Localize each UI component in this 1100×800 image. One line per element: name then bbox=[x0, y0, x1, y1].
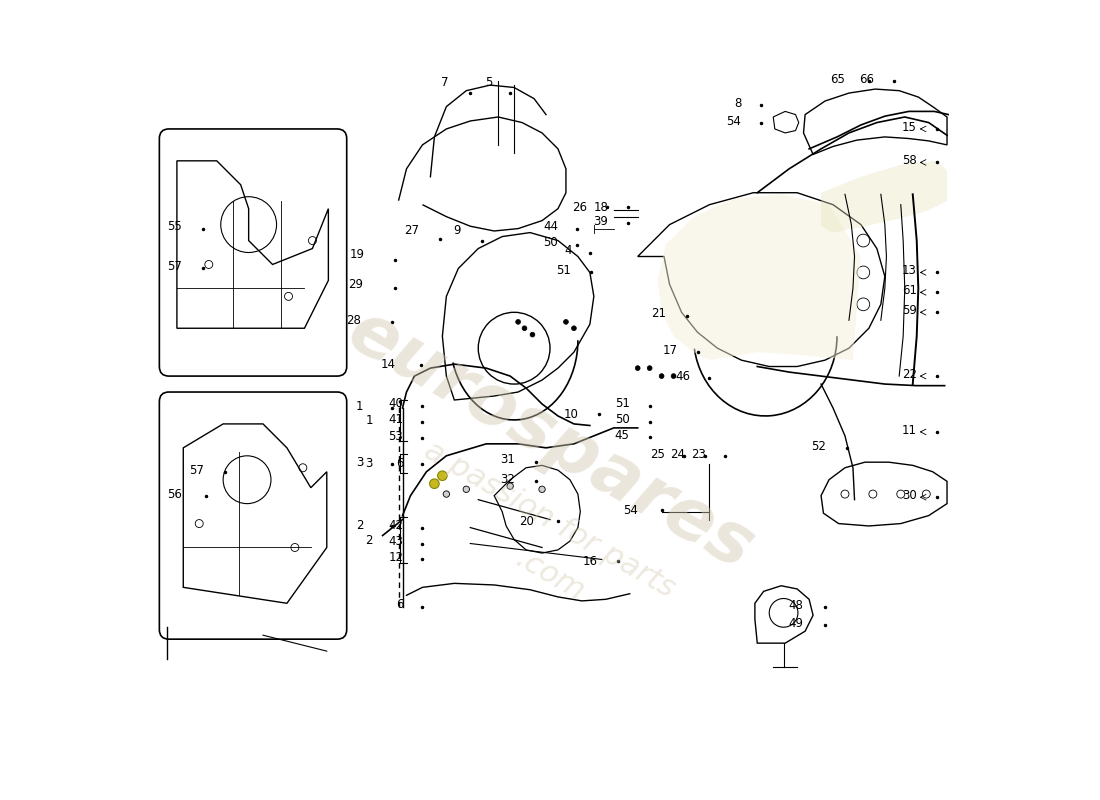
Text: 65: 65 bbox=[830, 73, 845, 86]
Circle shape bbox=[463, 486, 470, 493]
Text: 50: 50 bbox=[615, 414, 629, 426]
Text: 7: 7 bbox=[441, 76, 449, 90]
Text: eurospares: eurospares bbox=[336, 296, 764, 584]
Text: 52: 52 bbox=[811, 440, 826, 453]
Text: 29: 29 bbox=[349, 278, 363, 291]
Text: 19: 19 bbox=[350, 248, 365, 261]
Text: 51: 51 bbox=[556, 264, 571, 278]
Circle shape bbox=[563, 319, 569, 324]
Text: 46: 46 bbox=[675, 370, 691, 382]
Text: 20: 20 bbox=[519, 514, 535, 528]
Text: 50: 50 bbox=[543, 236, 558, 249]
Text: 61: 61 bbox=[902, 284, 916, 298]
Text: 41: 41 bbox=[388, 414, 404, 426]
Text: 16: 16 bbox=[583, 554, 597, 567]
Text: 23: 23 bbox=[692, 448, 706, 461]
Text: 14: 14 bbox=[381, 358, 395, 371]
Text: 6: 6 bbox=[396, 598, 404, 611]
Polygon shape bbox=[658, 194, 861, 360]
Text: 54: 54 bbox=[623, 503, 638, 517]
Text: 8: 8 bbox=[734, 97, 741, 110]
Text: 49: 49 bbox=[789, 617, 803, 630]
Text: 55: 55 bbox=[167, 220, 182, 233]
Text: 53: 53 bbox=[388, 430, 404, 443]
Circle shape bbox=[443, 491, 450, 498]
Text: 32: 32 bbox=[500, 474, 515, 486]
Text: 1: 1 bbox=[365, 414, 373, 427]
Text: 42: 42 bbox=[388, 518, 404, 532]
Circle shape bbox=[522, 326, 527, 330]
Circle shape bbox=[572, 326, 576, 330]
Text: 40: 40 bbox=[388, 398, 404, 410]
Circle shape bbox=[516, 319, 520, 324]
Text: 59: 59 bbox=[902, 304, 916, 318]
Circle shape bbox=[507, 483, 514, 490]
Polygon shape bbox=[821, 161, 947, 233]
Text: 13: 13 bbox=[902, 264, 916, 278]
Text: 45: 45 bbox=[615, 430, 629, 442]
Circle shape bbox=[659, 374, 664, 378]
Text: 44: 44 bbox=[543, 220, 558, 233]
Text: 18: 18 bbox=[593, 201, 608, 214]
Text: 56: 56 bbox=[167, 487, 182, 501]
Text: 43: 43 bbox=[388, 534, 404, 548]
Text: 27: 27 bbox=[405, 225, 419, 238]
Text: 11: 11 bbox=[902, 424, 916, 437]
Text: 5: 5 bbox=[485, 76, 493, 90]
Text: 28: 28 bbox=[346, 314, 361, 326]
Text: 48: 48 bbox=[789, 599, 803, 612]
Text: 15: 15 bbox=[902, 121, 916, 134]
Circle shape bbox=[647, 366, 652, 370]
Text: 39: 39 bbox=[593, 215, 608, 228]
Text: 2: 2 bbox=[356, 519, 363, 533]
Text: 12: 12 bbox=[388, 550, 404, 563]
Circle shape bbox=[539, 486, 546, 493]
Text: 26: 26 bbox=[572, 201, 586, 214]
Text: 21: 21 bbox=[651, 307, 667, 321]
Text: 54: 54 bbox=[726, 115, 741, 128]
Text: 66: 66 bbox=[859, 73, 873, 86]
Text: 51: 51 bbox=[615, 398, 629, 410]
Text: 24: 24 bbox=[671, 448, 685, 461]
Circle shape bbox=[430, 479, 439, 489]
Text: 2: 2 bbox=[365, 534, 373, 547]
Text: 57: 57 bbox=[167, 259, 182, 273]
Text: 25: 25 bbox=[650, 448, 664, 461]
Text: a passion for parts: a passion for parts bbox=[419, 436, 681, 603]
Circle shape bbox=[438, 471, 448, 481]
Text: 17: 17 bbox=[662, 344, 678, 357]
Text: 30: 30 bbox=[902, 489, 916, 502]
Circle shape bbox=[530, 332, 535, 337]
Text: .com: .com bbox=[510, 544, 590, 606]
Text: 22: 22 bbox=[902, 368, 916, 381]
Circle shape bbox=[636, 366, 640, 370]
Text: 10: 10 bbox=[564, 408, 579, 421]
Text: 58: 58 bbox=[902, 154, 916, 167]
Text: 3: 3 bbox=[356, 456, 363, 469]
Text: 1: 1 bbox=[356, 400, 363, 413]
Text: 6: 6 bbox=[396, 458, 404, 470]
Text: 31: 31 bbox=[500, 454, 515, 466]
Circle shape bbox=[671, 374, 676, 378]
Text: 9: 9 bbox=[453, 225, 461, 238]
Text: 3: 3 bbox=[365, 458, 373, 470]
Text: 57: 57 bbox=[189, 464, 204, 477]
Text: 4: 4 bbox=[564, 244, 572, 257]
